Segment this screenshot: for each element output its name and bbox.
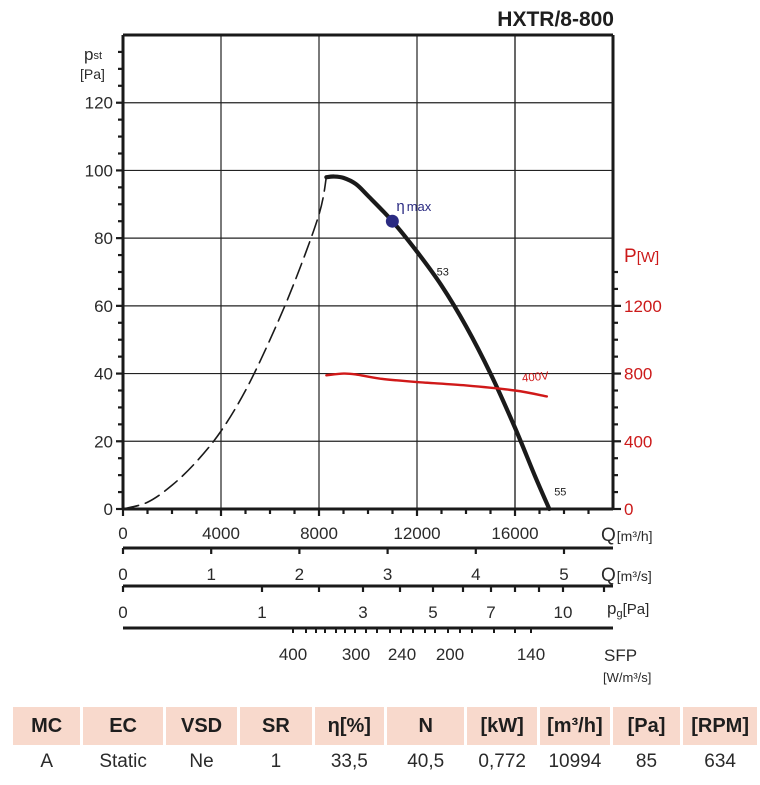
table-cell: 0,772 [478,751,526,772]
y-axis-unit: [Pa] [80,66,105,82]
table-cell: 634 [704,751,736,772]
y-tick-label: 0 [104,500,113,519]
y-tick-label: 80 [94,229,113,248]
chart-title: HXTR/8-800 [497,8,614,31]
y2-tick-label: 400 [624,432,652,451]
curve-label: 53 [437,266,449,278]
table-header: η[%] [314,707,385,745]
table-header: SR [240,707,312,745]
secondary-scales: 0 1 2 3 4 5 0 1 3 5 7 10 400 300 240 200 140 [118,546,613,664]
eta-max-label: η max [396,198,431,215]
voltage-label: 400V [521,370,549,385]
y2-axis-label: P[W] [624,246,659,267]
q-m3s-tick-label: 5 [559,565,568,584]
y2-tick-label: 800 [624,365,652,384]
sfp-unit: [W/m³/s] [603,670,651,685]
q-m3s-tick-label: 2 [295,565,304,584]
plot-frame [121,33,615,511]
table-cell: 33,5 [330,751,368,772]
table-header: VSD [165,707,238,745]
x-axis-label: Q[m³/h] [601,525,653,546]
y2-tick-label: 0 [624,500,633,519]
table-cell: A [40,751,54,772]
q-m3s-tick-label: 3 [383,565,392,584]
pg-tick-label: 0 [118,603,127,622]
y-axis: 0 20 40 60 80 100 120 [85,50,123,519]
y-tick-label: 40 [94,365,113,384]
sfp-tick-label: 200 [436,645,464,664]
pg-tick-label: 10 [554,603,573,622]
axis-labels: pst [Pa] P[W] Q[m³/h] Q[m³/s] pg[Pa] SFP [W/m³/… [80,45,659,685]
eta-max-marker [385,214,399,228]
table-header: [kW] [467,707,537,745]
q-m3s-tick-label: 1 [206,565,215,584]
x-tick-label: 0 [118,524,127,543]
x-tick-label: 4000 [202,524,240,543]
sfp-tick-label: 400 [279,645,307,664]
series-400v [325,372,549,398]
y-axis-label: pst [84,45,102,64]
x-tick-label: 12000 [393,524,440,543]
spec-table: MC EC VSD SR η[%] N [kW] [m³/h] [Pa] [RPM] A Stati… [10,707,760,779]
sfp-tick-label: 300 [342,645,370,664]
x-axis: 0 4000 8000 12000 16000 [118,509,590,543]
table-cell: 10994 [548,751,602,772]
pg-tick-label: 3 [358,603,367,622]
series-unstable-region [122,176,328,510]
x-tick-label: 16000 [491,524,538,543]
table-header: N [387,707,465,745]
table-header: [RPM] [683,707,757,745]
pg-tick-label: 7 [486,603,495,622]
sfp-tick-label: 240 [388,645,416,664]
series [122,174,552,512]
table-cell: 1 [270,751,282,772]
pg-label: pg[Pa] [607,599,649,620]
q-m3s-label: Q[m³/s] [601,565,652,586]
y2-tick-label: 1200 [624,297,662,316]
q-m3s-tick-label: 0 [118,565,127,584]
sfp-label: SFP [604,646,637,665]
sfp-tick-label: 140 [517,645,545,664]
y-tick-label: 60 [94,297,113,316]
grid [123,35,613,509]
table-cell: 40,5 [407,751,445,772]
y-tick-label: 100 [85,161,113,180]
q-m3s-tick-label: 4 [471,565,480,584]
y-tick-label: 120 [85,94,113,113]
pg-tick-label: 1 [257,603,266,622]
table-header: [m³/h] [539,707,610,745]
table-header: [Pa] [612,707,681,745]
table-cell: 85 [635,751,658,772]
series-pressure-curve [324,174,552,512]
table-header: MC [13,707,81,745]
curve-label: 55 [554,486,566,498]
table-cell: Ne [189,751,214,772]
x-tick-label: 8000 [300,524,338,543]
pg-tick-label: 5 [428,603,437,622]
table-cell: Static [99,751,147,772]
y-tick-label: 20 [94,432,113,451]
y2-axis: 0 400 800 1200 [613,270,662,519]
table-header: EC [83,707,163,745]
